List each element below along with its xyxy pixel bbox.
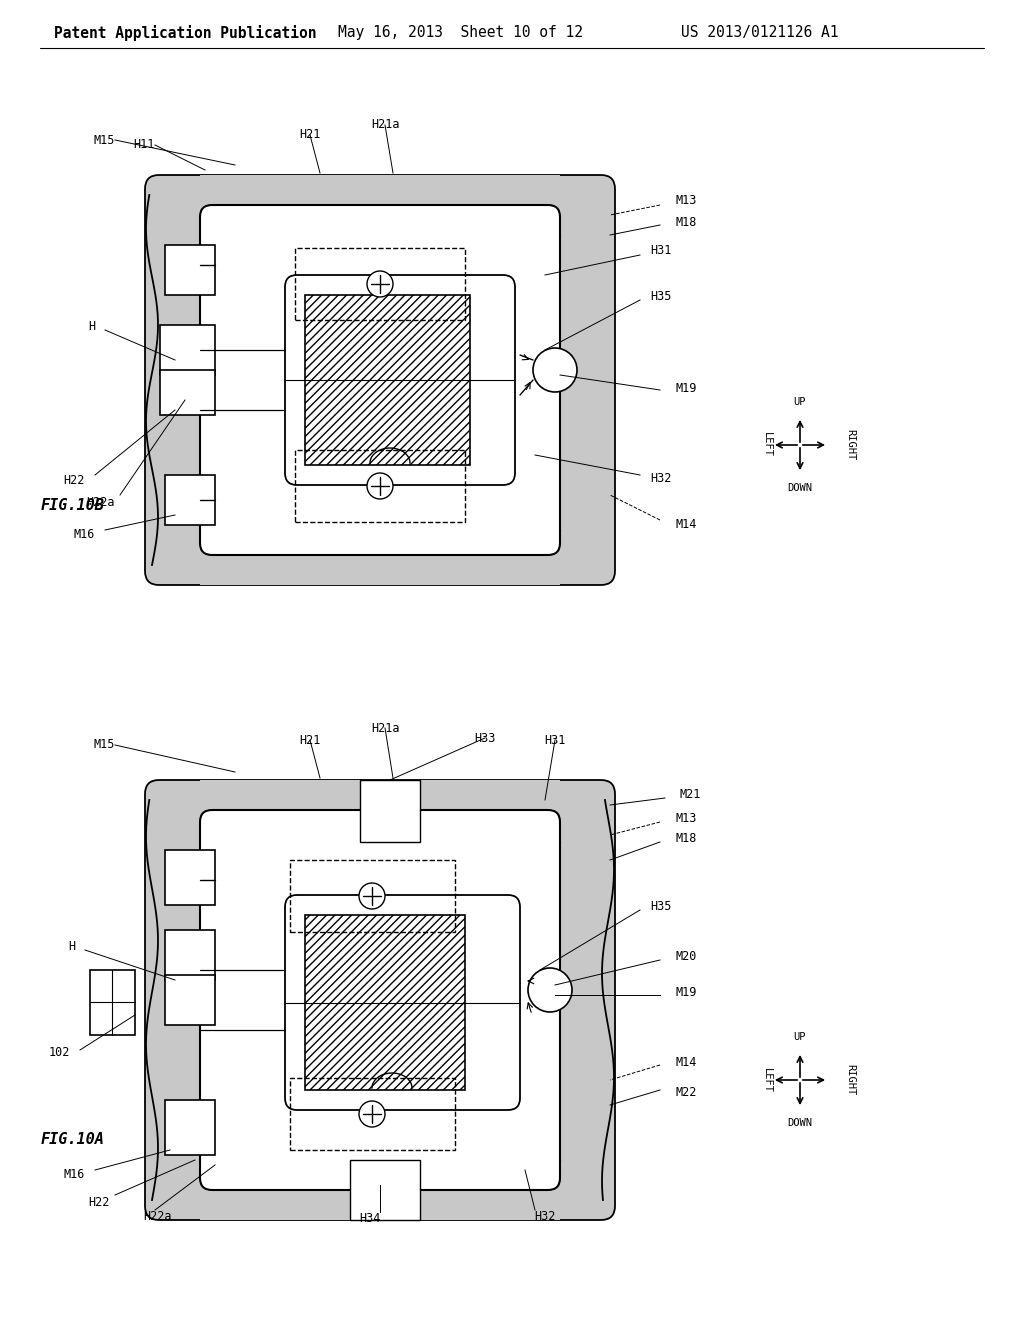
Circle shape xyxy=(367,271,393,297)
Text: Patent Application Publication: Patent Application Publication xyxy=(53,25,316,41)
Circle shape xyxy=(367,473,393,499)
Bar xyxy=(165,475,215,525)
FancyBboxPatch shape xyxy=(200,810,560,1191)
Text: M16: M16 xyxy=(74,528,95,541)
Text: DOWN: DOWN xyxy=(787,1118,812,1129)
Text: M13: M13 xyxy=(675,194,696,206)
Bar xyxy=(350,1160,420,1220)
Bar xyxy=(165,975,215,1026)
Text: H33: H33 xyxy=(474,731,496,744)
FancyBboxPatch shape xyxy=(285,895,520,1110)
Text: H: H xyxy=(88,321,95,334)
Text: H32: H32 xyxy=(535,1210,556,1224)
Text: H21: H21 xyxy=(299,734,321,747)
Text: H22: H22 xyxy=(89,1196,110,1209)
Text: M22: M22 xyxy=(675,1086,696,1100)
Text: H21a: H21a xyxy=(371,722,399,734)
Text: RIGHT: RIGHT xyxy=(845,1064,855,1096)
FancyBboxPatch shape xyxy=(145,176,615,585)
Text: H11: H11 xyxy=(133,139,155,152)
Text: M16: M16 xyxy=(63,1168,85,1181)
Bar xyxy=(165,931,215,979)
Text: H22a: H22a xyxy=(86,495,115,508)
Text: M19: M19 xyxy=(675,381,696,395)
Bar xyxy=(160,325,215,375)
Text: H22: H22 xyxy=(63,474,85,487)
Text: H21: H21 xyxy=(299,128,321,141)
Text: M19: M19 xyxy=(675,986,696,998)
Text: M14: M14 xyxy=(675,1056,696,1068)
FancyBboxPatch shape xyxy=(145,780,615,1220)
Text: M18: M18 xyxy=(675,832,696,845)
Text: FIG.10B: FIG.10B xyxy=(41,498,105,512)
Text: M13: M13 xyxy=(675,812,696,825)
Circle shape xyxy=(528,968,572,1012)
Text: RIGHT: RIGHT xyxy=(845,429,855,461)
Bar xyxy=(200,531,560,585)
Text: H35: H35 xyxy=(650,290,672,304)
Text: H21a: H21a xyxy=(371,119,399,132)
Bar xyxy=(295,450,465,521)
Text: M15: M15 xyxy=(93,133,115,147)
Bar xyxy=(295,248,465,319)
Text: H22a: H22a xyxy=(142,1210,171,1224)
Text: M21: M21 xyxy=(680,788,701,801)
Text: H31: H31 xyxy=(650,244,672,257)
Bar xyxy=(165,850,215,906)
Bar xyxy=(200,1160,560,1220)
Text: May 16, 2013  Sheet 10 of 12: May 16, 2013 Sheet 10 of 12 xyxy=(338,25,583,41)
Bar xyxy=(290,861,455,932)
Circle shape xyxy=(359,883,385,909)
Text: M14: M14 xyxy=(675,519,696,532)
FancyBboxPatch shape xyxy=(200,205,560,554)
Text: H31: H31 xyxy=(545,734,565,747)
Text: H35: H35 xyxy=(650,900,672,913)
Text: US 2013/0121126 A1: US 2013/0121126 A1 xyxy=(681,25,839,41)
Text: 102: 102 xyxy=(48,1047,70,1060)
Bar xyxy=(200,780,560,842)
Bar xyxy=(305,294,470,465)
Bar xyxy=(305,915,465,1090)
FancyBboxPatch shape xyxy=(285,275,515,484)
Text: M18: M18 xyxy=(675,215,696,228)
Text: M20: M20 xyxy=(675,950,696,964)
Bar xyxy=(360,780,420,842)
Bar xyxy=(290,1078,455,1150)
Bar xyxy=(165,246,215,294)
Text: H32: H32 xyxy=(650,471,672,484)
Circle shape xyxy=(359,1101,385,1127)
Text: H34: H34 xyxy=(359,1212,381,1225)
Text: FIG.10A: FIG.10A xyxy=(41,1133,105,1147)
Bar xyxy=(160,370,215,414)
Text: M15: M15 xyxy=(93,738,115,751)
Text: DOWN: DOWN xyxy=(787,483,812,492)
Text: H: H xyxy=(68,940,75,953)
Bar xyxy=(165,1100,215,1155)
Bar xyxy=(200,176,560,235)
Text: LEFT: LEFT xyxy=(762,1068,772,1093)
Circle shape xyxy=(534,348,577,392)
Text: LEFT: LEFT xyxy=(762,433,772,458)
Text: UP: UP xyxy=(794,397,806,407)
Text: UP: UP xyxy=(794,1032,806,1041)
Bar xyxy=(90,970,135,1035)
